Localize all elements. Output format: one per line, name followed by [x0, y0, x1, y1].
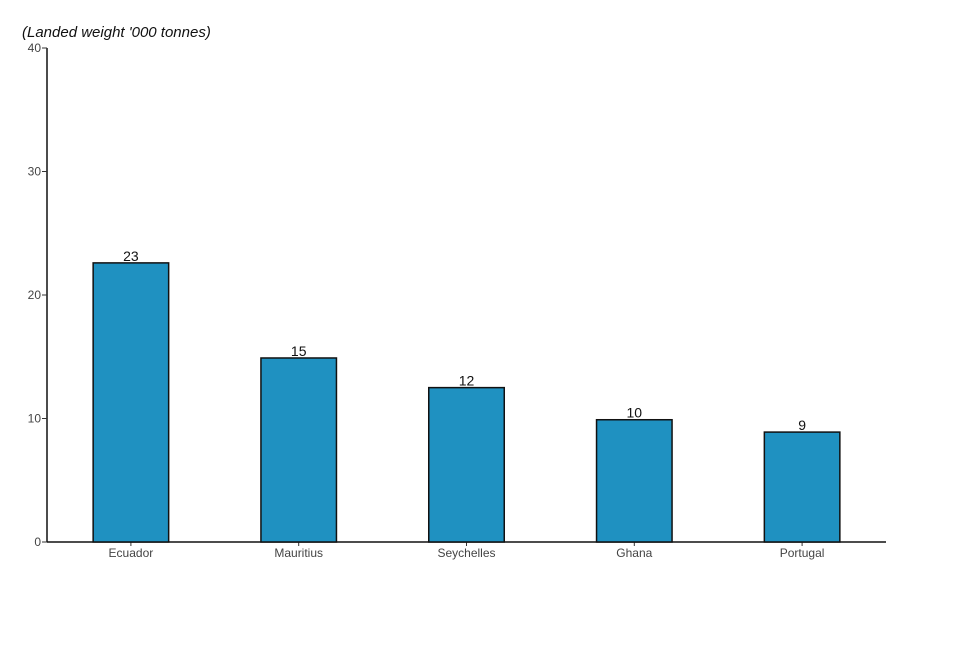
data-label: 9: [798, 417, 806, 433]
y-tick-label: 40: [28, 41, 42, 55]
data-label: 23: [123, 248, 139, 264]
bar: [427, 386, 506, 543]
y-tick-label: 30: [28, 165, 42, 179]
y-tick-label: 10: [28, 412, 42, 426]
x-tick-label: Portugal: [780, 546, 825, 560]
data-labels: 23 15 12 10 9: [123, 248, 806, 433]
y-tick-label: 0: [34, 535, 41, 549]
data-label: 12: [459, 373, 475, 389]
x-tick-label: Mauritius: [274, 546, 323, 560]
y-tick-label: 20: [28, 288, 42, 302]
x-tick-label: Ecuador: [109, 546, 154, 560]
bars: [92, 262, 841, 543]
bar: [763, 431, 841, 543]
data-label: 10: [627, 405, 643, 421]
data-label: 15: [291, 343, 307, 359]
bar: [260, 357, 338, 543]
bar: [595, 418, 673, 543]
x-tick-label: Ghana: [616, 546, 652, 560]
y-axis-label: (Landed weight '000 tonnes): [22, 24, 211, 41]
y-axis: 0 10 20 30 40: [28, 41, 48, 549]
x-tick-label: Seychelles: [437, 546, 495, 560]
bar: [92, 262, 170, 543]
x-axis: Ecuador Mauritius Seychelles Ghana Portugal: [47, 541, 886, 560]
